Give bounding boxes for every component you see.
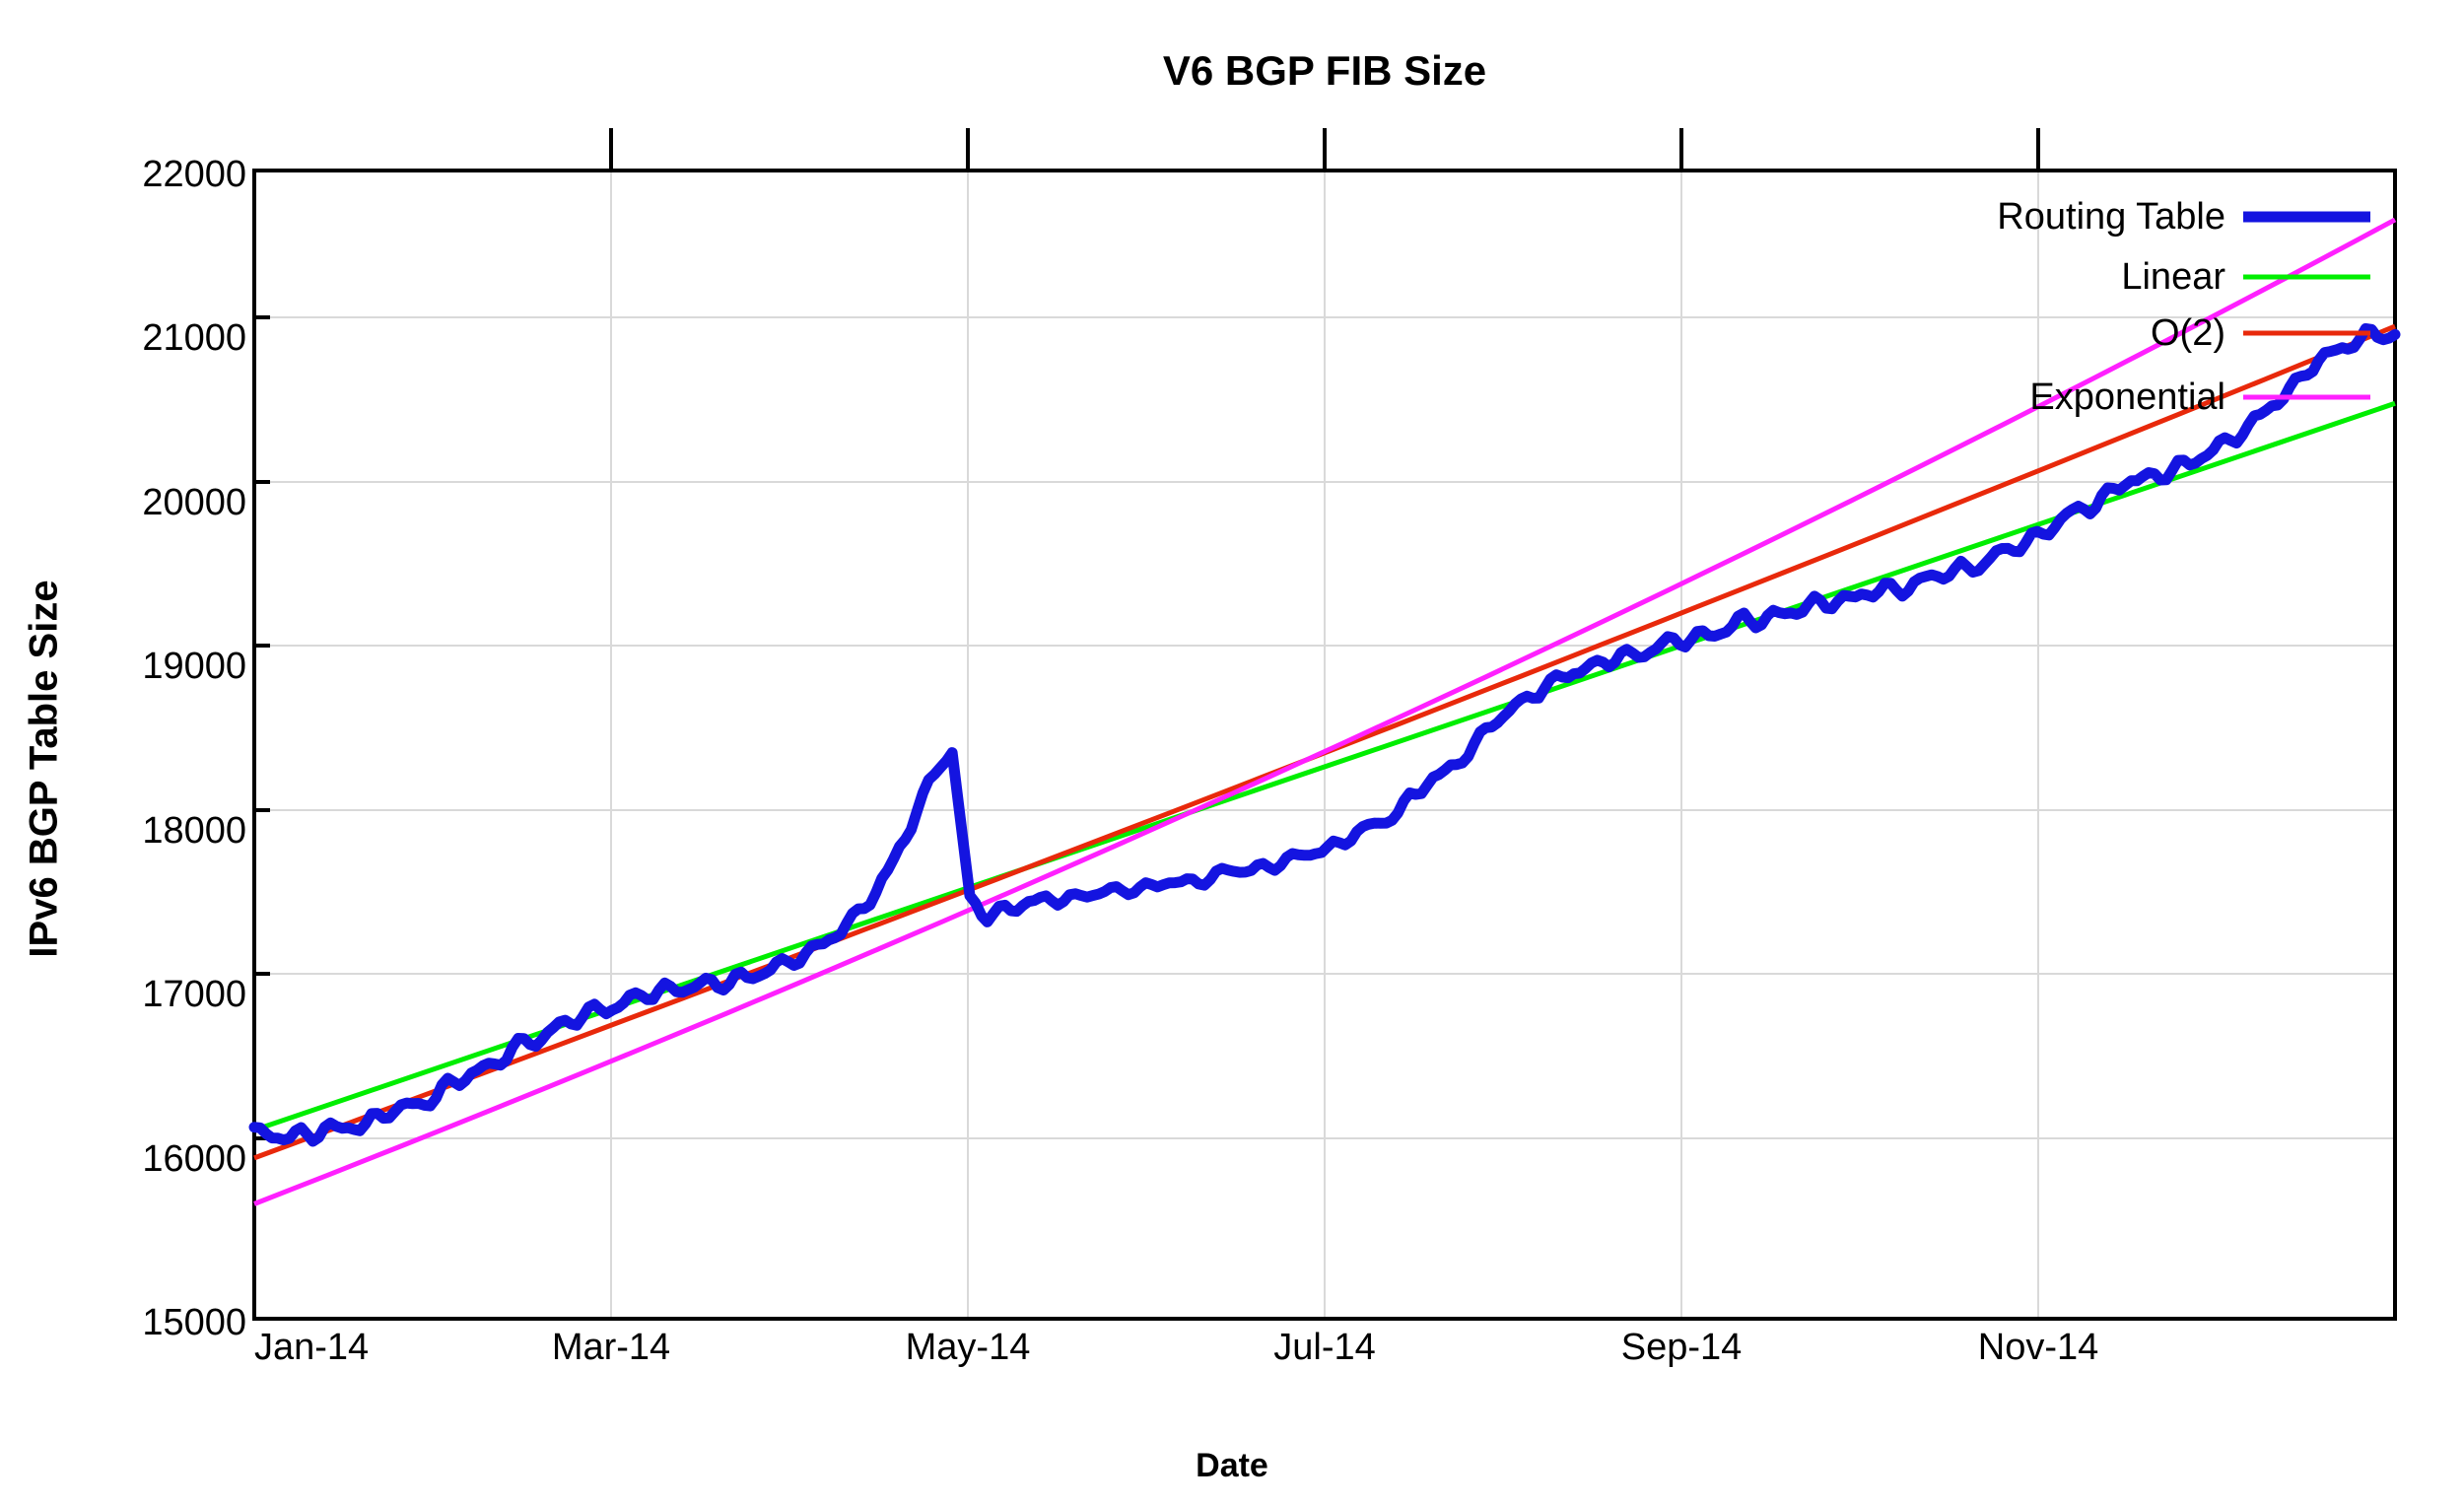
svg-text:Exponential: Exponential xyxy=(2029,376,2225,418)
svg-text:Routing Table: Routing Table xyxy=(1997,196,2225,238)
svg-text:O(2): O(2) xyxy=(2151,312,2225,354)
svg-text:Linear: Linear xyxy=(2121,256,2225,298)
